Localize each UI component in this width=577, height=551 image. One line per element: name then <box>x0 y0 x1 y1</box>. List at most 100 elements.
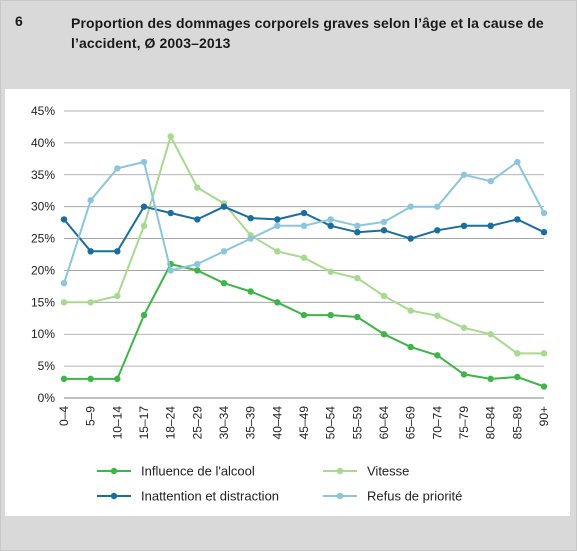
data-point <box>354 274 361 282</box>
data-point <box>300 222 308 229</box>
y-tick-label: 5% <box>38 359 56 373</box>
data-point <box>140 222 148 229</box>
legend-swatch-marker <box>110 467 118 475</box>
data-point <box>274 216 281 223</box>
legend-label: Vitesse <box>367 464 409 479</box>
y-tick-label: 25% <box>31 232 55 246</box>
legend-label: Inattention et distraction <box>141 489 279 504</box>
data-point <box>460 222 468 229</box>
x-tick-label: 15–17 <box>137 406 151 440</box>
x-tick-label: 90+ <box>537 406 551 426</box>
legend-label: Influence de l'alcool <box>141 464 255 479</box>
legend-item: Refus de priorité <box>323 489 462 504</box>
data-point <box>114 292 121 300</box>
data-point <box>407 235 414 242</box>
data-point <box>194 184 201 191</box>
data-point <box>194 216 201 223</box>
data-point <box>380 218 388 226</box>
data-point <box>327 268 334 275</box>
x-tick-label: 55–59 <box>350 406 364 440</box>
y-tick-label: 15% <box>31 295 55 309</box>
data-point <box>460 171 468 178</box>
data-point <box>87 248 94 255</box>
data-point <box>247 235 254 242</box>
legend-item: Inattention et distraction <box>97 489 279 504</box>
data-point <box>220 248 228 255</box>
data-point <box>380 227 388 234</box>
data-point <box>434 312 441 319</box>
data-point <box>487 375 494 383</box>
data-point <box>514 373 521 381</box>
data-point <box>167 133 174 140</box>
data-point <box>114 248 121 255</box>
data-point <box>220 203 228 210</box>
data-point <box>380 331 388 338</box>
x-tick-label: 75–79 <box>457 406 471 440</box>
y-tick-label: 40% <box>31 136 55 150</box>
x-tick-label: 35–39 <box>244 406 258 440</box>
data-point <box>300 311 308 319</box>
data-point <box>434 352 441 359</box>
data-point <box>327 311 334 319</box>
data-point <box>220 280 228 287</box>
data-point <box>540 209 548 217</box>
y-tick-label: 0% <box>38 391 56 405</box>
x-tick-label: 80–84 <box>484 406 498 440</box>
x-tick-label: 10–14 <box>110 406 124 440</box>
data-point <box>514 350 521 357</box>
y-tick-label: 35% <box>31 168 55 182</box>
data-point <box>487 331 494 338</box>
legend-swatch-marker <box>110 492 118 500</box>
y-tick-label: 30% <box>31 200 55 214</box>
data-point <box>434 203 441 210</box>
data-point <box>460 324 468 332</box>
y-tick-label: 45% <box>31 104 55 118</box>
data-point <box>60 216 68 223</box>
x-tick-label: 18–24 <box>164 406 178 440</box>
data-point <box>380 292 388 300</box>
data-point <box>540 383 548 390</box>
data-point <box>87 299 94 306</box>
data-point <box>460 371 468 378</box>
data-point <box>407 343 414 351</box>
x-tick-label: 40–44 <box>270 406 284 440</box>
data-point <box>300 254 308 261</box>
data-point <box>274 248 281 255</box>
legend-label: Refus de priorité <box>367 489 462 504</box>
data-point <box>514 158 521 166</box>
series-line-1 <box>64 135 544 355</box>
line-chart: 0% 5% 10% 15% 20% 25% 30% 35% 40% 45% 0–4 5–9 10–14… <box>31 104 551 504</box>
data-point <box>167 209 174 217</box>
data-point <box>327 222 334 229</box>
x-tick-label: 0–4 <box>57 406 71 426</box>
data-point <box>194 260 201 268</box>
x-tick-label: 5–9 <box>84 406 98 426</box>
legend-item: Influence de l'alcool <box>97 464 255 479</box>
x-tick-label: 30–34 <box>217 406 231 440</box>
legend-swatch-marker <box>336 467 344 475</box>
data-point <box>60 375 68 383</box>
data-point <box>487 222 494 229</box>
data-point <box>300 209 308 217</box>
data-point <box>407 203 414 210</box>
data-point <box>140 311 148 319</box>
x-tick-label: 85–89 <box>510 406 524 440</box>
data-point <box>354 222 361 229</box>
data-point <box>194 267 201 274</box>
data-point <box>60 280 68 287</box>
data-point <box>140 158 148 166</box>
data-point <box>114 165 121 172</box>
data-point <box>354 228 361 236</box>
x-tick-label: 70–74 <box>430 406 444 440</box>
legend-item: Vitesse <box>323 464 409 479</box>
data-point <box>87 375 94 383</box>
y-tick-label: 10% <box>31 327 55 341</box>
x-tick-label: 45–49 <box>297 406 311 440</box>
data-point <box>167 267 174 274</box>
data-point <box>327 216 334 223</box>
y-tick-label: 20% <box>31 263 55 277</box>
data-point <box>114 375 121 383</box>
data-point <box>514 216 521 223</box>
legend-swatch-marker <box>336 492 344 500</box>
data-point <box>87 197 94 204</box>
